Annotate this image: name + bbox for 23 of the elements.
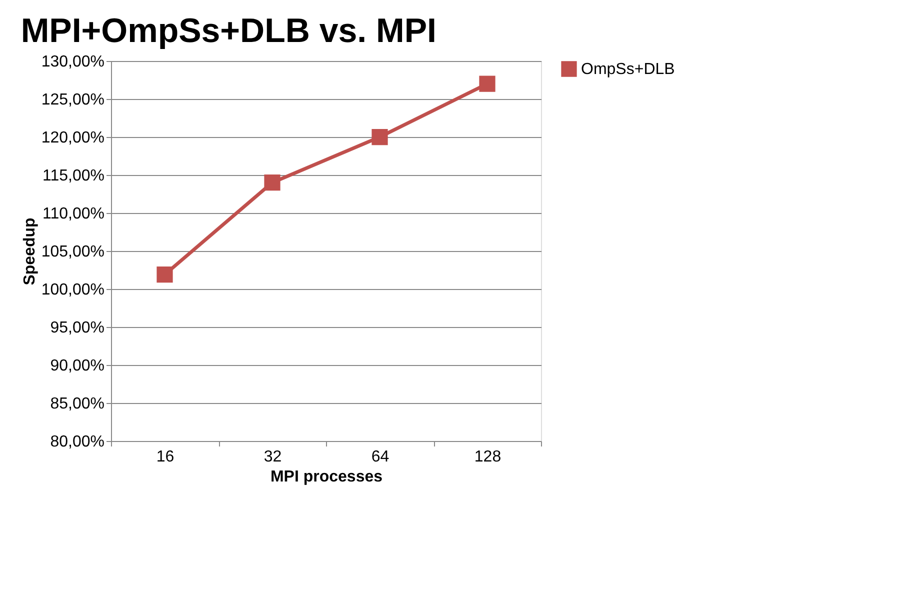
x-tick-label: 32	[264, 448, 282, 466]
y-tick-label: 125,00%	[41, 92, 104, 108]
y-tick-label: 130,00%	[41, 54, 104, 70]
legend-label: OmpSs+DLB	[581, 61, 675, 78]
y-tick-label: 120,00%	[41, 130, 104, 146]
x-tick-label: 16	[156, 448, 174, 466]
point	[156, 266, 173, 283]
y-tick-label: 115,00%	[42, 168, 104, 184]
point	[372, 128, 388, 146]
y-axis-title: Speedup	[21, 217, 38, 286]
y-tick-label: 100,00%	[41, 282, 104, 298]
y-tick-label: 95,00%	[50, 320, 104, 336]
y-tick-label: 110,00%	[42, 206, 104, 222]
x-tick-label: 64	[371, 448, 390, 466]
x-tick-label: 128	[474, 448, 502, 466]
point	[264, 174, 280, 191]
x-axis-title: MPI processes	[270, 468, 383, 486]
point	[479, 76, 496, 92]
y-tick-label: 90,00%	[50, 358, 104, 374]
chart-title: MPI+OmpSs+DLB vs. MPI	[20, 12, 437, 50]
y-tick-label: 85,00%	[50, 396, 104, 412]
y-tick-label: 80,00%	[50, 434, 104, 450]
y-tick-label: 105,00%	[41, 244, 104, 260]
